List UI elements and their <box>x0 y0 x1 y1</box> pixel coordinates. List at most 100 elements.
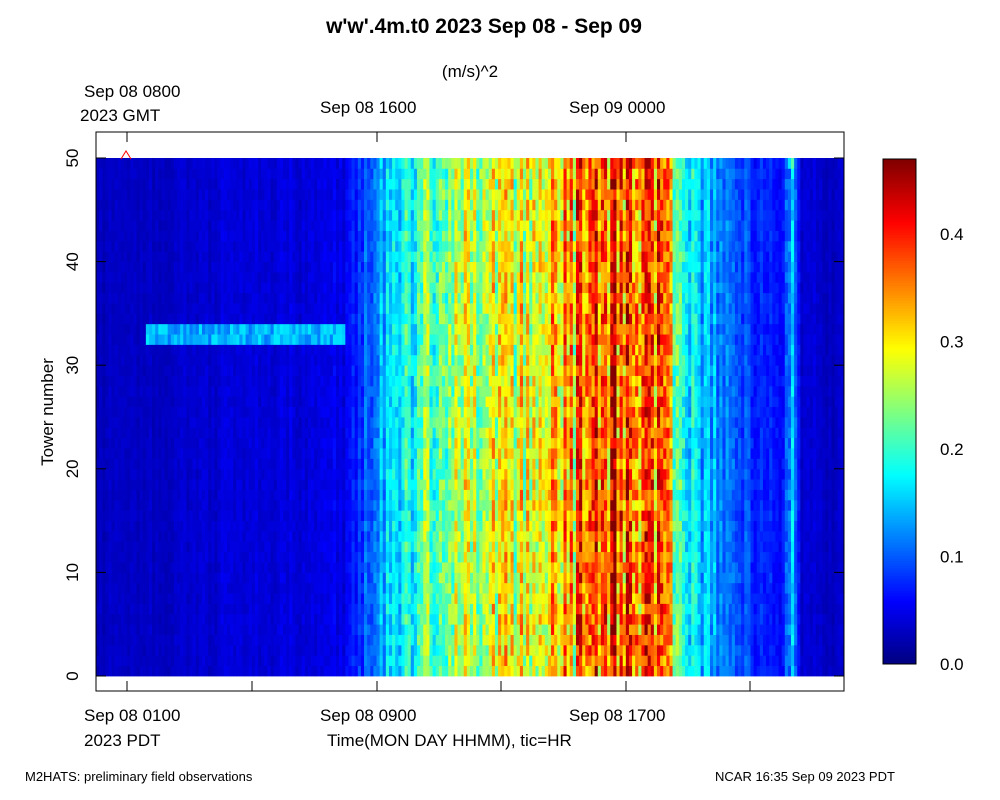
heat-cell <box>195 199 200 211</box>
heat-cell <box>133 427 137 439</box>
heat-cell <box>314 551 318 563</box>
heat-cell <box>158 292 162 304</box>
heat-cell <box>301 665 306 677</box>
heat-cell <box>214 530 218 542</box>
heat-cell <box>261 603 265 615</box>
heat-cell <box>167 417 172 428</box>
heat-cell <box>401 168 405 180</box>
heat-cell <box>360 499 365 511</box>
heat-cell <box>220 334 225 345</box>
heat-cell <box>142 458 147 470</box>
heat-cell <box>167 530 172 542</box>
heat-cell <box>217 582 222 594</box>
heat-cell <box>205 427 209 439</box>
heat-cell <box>398 634 402 646</box>
heat-cell <box>127 292 131 304</box>
heat-cell <box>136 282 141 294</box>
heat-cell <box>102 251 106 262</box>
heat-cell <box>373 365 377 376</box>
heat-cell <box>404 458 409 470</box>
heat-cell <box>348 158 352 169</box>
heat-cell <box>254 230 259 242</box>
heat-cell <box>367 292 371 304</box>
heat-cell <box>276 448 281 459</box>
heat-cell <box>164 303 169 314</box>
heat-cell <box>364 448 368 459</box>
heat-cell <box>192 551 197 563</box>
heat-cell <box>376 510 381 521</box>
heat-cell <box>201 603 206 615</box>
heat-cell <box>114 220 119 231</box>
heat-cell <box>220 572 225 584</box>
heat-cell <box>335 613 340 625</box>
heat-cell <box>339 624 343 635</box>
heat-cell <box>298 344 303 356</box>
heat-cell <box>360 344 365 356</box>
heat-cell <box>326 209 331 221</box>
heat-cell <box>220 417 225 428</box>
heat-cell <box>226 427 231 439</box>
heat-cell <box>364 303 368 314</box>
heat-cell <box>385 323 390 335</box>
heat-cell <box>114 158 119 169</box>
heat-cell <box>342 468 346 480</box>
heat-cell <box>226 613 231 625</box>
heat-cell <box>139 199 144 211</box>
heat-cell <box>335 541 340 553</box>
heat-cell <box>307 417 312 428</box>
heat-cell <box>127 644 131 656</box>
heat-cell <box>295 582 299 594</box>
heat-cell <box>395 220 399 231</box>
heat-cell <box>251 323 256 335</box>
heat-cell <box>251 303 256 314</box>
heat-cell <box>376 624 381 635</box>
heat-cell <box>320 427 324 439</box>
heat-cell <box>251 158 256 169</box>
heat-cell <box>267 271 271 283</box>
heat-cell <box>239 199 243 211</box>
heat-cell <box>236 644 240 656</box>
heat-cell <box>395 168 399 180</box>
heat-cell <box>348 603 352 615</box>
heat-cell <box>276 303 281 314</box>
heat-cell <box>201 510 206 521</box>
heat-cell <box>301 375 306 387</box>
heat-cell <box>223 499 228 511</box>
heat-cell <box>385 271 390 283</box>
heat-cell <box>133 209 137 221</box>
heat-cell <box>298 292 303 304</box>
heat-cell <box>373 334 377 345</box>
heat-cell <box>239 178 243 190</box>
heat-cell <box>117 385 122 397</box>
heat-cell <box>127 209 131 221</box>
heat-cell <box>382 251 387 262</box>
heat-cell <box>342 541 346 553</box>
heat-cell <box>329 261 334 273</box>
heat-cell <box>382 541 387 553</box>
heat-cell <box>242 282 246 294</box>
heat-cell <box>164 479 169 490</box>
heat-cell <box>267 375 271 387</box>
heat-cell <box>311 510 315 521</box>
heat-cell <box>370 282 374 294</box>
heat-cell <box>283 178 287 190</box>
heat-cell <box>270 593 275 604</box>
heat-cell <box>99 479 103 490</box>
heat-cell <box>395 510 399 521</box>
heat-cell <box>332 458 337 470</box>
heat-cell <box>152 562 156 573</box>
heat-cell <box>208 334 212 345</box>
heat-cell <box>311 530 315 542</box>
heat-cell <box>298 385 303 397</box>
heat-cell <box>120 406 125 418</box>
heat-cell <box>298 634 303 646</box>
heat-cell <box>270 292 275 304</box>
heat-cell <box>354 593 359 604</box>
heat-cell <box>114 168 119 180</box>
heat-cell <box>286 292 290 304</box>
heat-cell <box>195 417 200 428</box>
heat-cell <box>286 582 290 594</box>
heat-cell <box>379 189 384 200</box>
heat-cell <box>376 458 381 470</box>
heat-cell <box>124 189 128 200</box>
